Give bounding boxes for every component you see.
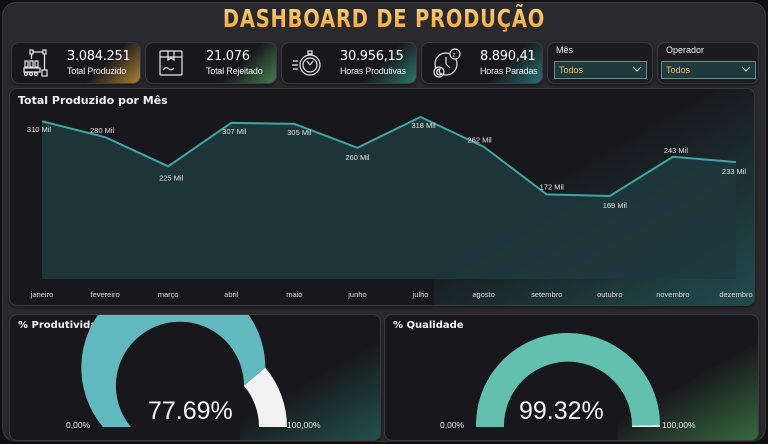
kpi-accent	[216, 43, 276, 83]
kpi-horas-produtivas: 30.956,15 Horas Produtivas	[282, 43, 416, 83]
gauge-remainder	[631, 425, 660, 427]
kpi-accent	[482, 43, 542, 83]
x-axis-label: outubro	[597, 290, 622, 299]
x-axis-label: fevereiro	[90, 290, 119, 299]
x-axis-label: junho	[347, 290, 366, 299]
data-label: 310 Mil	[27, 125, 52, 134]
gauge-min: 0,00%	[66, 420, 91, 430]
kpi-total-produzido: 3.084.251 Total Produzido	[12, 43, 140, 83]
x-axis-label: maio	[286, 290, 302, 299]
gauge-remainder	[243, 367, 287, 427]
filter-mes: Mês Todos	[548, 43, 652, 83]
chevron-down-icon	[632, 66, 642, 72]
gauge-max: 100,00%	[287, 420, 321, 430]
kpi-value: 21.076	[206, 49, 250, 64]
filter-operador-dropdown[interactable]: Todos	[661, 61, 756, 79]
kpi-accent	[80, 43, 140, 83]
robot-arm-factory-icon	[23, 49, 48, 77]
filter-mes-dropdown[interactable]: Todos	[554, 61, 647, 79]
line-series	[41, 115, 737, 198]
kpi-accent	[356, 43, 416, 83]
data-label: 280 Mil	[90, 126, 115, 135]
gauge-value: 99.32%	[519, 397, 604, 425]
gauge-card-produtividade: % Produtividade 77.69% 0,00% 100,00%	[10, 315, 380, 440]
data-label: 262 Mil	[468, 136, 493, 145]
x-axis-label: julho	[412, 290, 429, 299]
chart-title: Total Produzido por Mês	[18, 94, 168, 107]
x-axis-label: abril	[224, 290, 239, 299]
x-axis-label: agosto	[472, 290, 495, 299]
line-chart-card: Total Produzido por Mês 310 Mil 280 Mil 22…	[10, 89, 754, 305]
box-icon	[159, 50, 183, 76]
filter-mes-value: Todos	[559, 65, 584, 75]
kpi-total-rejeitado: 21.076 Total Rejeitado	[146, 43, 276, 83]
filter-operador-value: Todos	[666, 65, 691, 75]
area-fill	[42, 117, 736, 279]
clock-sleep-icon: z	[433, 48, 461, 78]
data-label: 260 Mil	[345, 153, 370, 162]
filter-operador: Operador Todos	[658, 43, 758, 83]
gauge-value: 77.69%	[148, 397, 233, 425]
kpi-value: 8.890,41	[480, 49, 536, 64]
page-title: DASHBOARD DE PRODUÇÃO	[84, 4, 683, 33]
filter-operador-label: Operador	[666, 45, 705, 55]
x-axis-label: novembro	[656, 290, 689, 299]
area-chart[interactable]: 310 Mil 280 Mil 225 Mil 307 Mil 305 Mil 260 M…	[10, 89, 754, 305]
gauge-fill	[81, 315, 266, 427]
gauge-max: 100,00%	[662, 420, 696, 430]
filter-mes-label: Mês	[556, 45, 574, 55]
data-label: 305 Mil	[287, 128, 312, 137]
kpi-horas-paradas: z 8.890,41 Horas Paradas	[422, 43, 542, 83]
x-axis-label: setembro	[531, 290, 562, 299]
gauge-title: % Qualidade	[393, 320, 464, 331]
gauge-qualidade[interactable]	[385, 315, 758, 440]
gauge-min: 0,00%	[440, 420, 465, 430]
data-label: 172 Mil	[540, 182, 565, 191]
data-label: 243 Mil	[664, 146, 689, 155]
chevron-down-icon	[741, 66, 751, 72]
x-axis-label: janeiro	[30, 290, 54, 299]
x-axis-label: março	[158, 290, 179, 299]
kpi-label: Horas Produtivas	[340, 66, 406, 76]
svg-text:z: z	[453, 53, 456, 59]
kpi-label: Total Produzido	[67, 66, 127, 76]
gauge-title: % Produtividade	[18, 320, 111, 331]
data-label: 318 Mil	[411, 121, 436, 130]
gauge-fill	[475, 333, 660, 427]
data-label: 169 Mil	[603, 201, 628, 210]
data-label: 225 Mil	[159, 173, 184, 182]
gauge-produtividade[interactable]	[10, 315, 380, 440]
x-axis-label: dezembro	[719, 290, 752, 299]
data-label: 233 Mil	[722, 167, 747, 176]
kpi-value: 30.956,15	[340, 49, 404, 64]
data-label: 307 Mil	[222, 127, 247, 136]
kpi-label: Total Rejeitado	[206, 66, 263, 76]
stopwatch-icon	[292, 50, 321, 76]
kpi-label: Horas Paradas	[480, 66, 538, 76]
kpi-value: 3.084.251	[67, 49, 131, 64]
gauge-card-qualidade: % Qualidade 99.32% 0,00% 100,00%	[385, 315, 758, 440]
